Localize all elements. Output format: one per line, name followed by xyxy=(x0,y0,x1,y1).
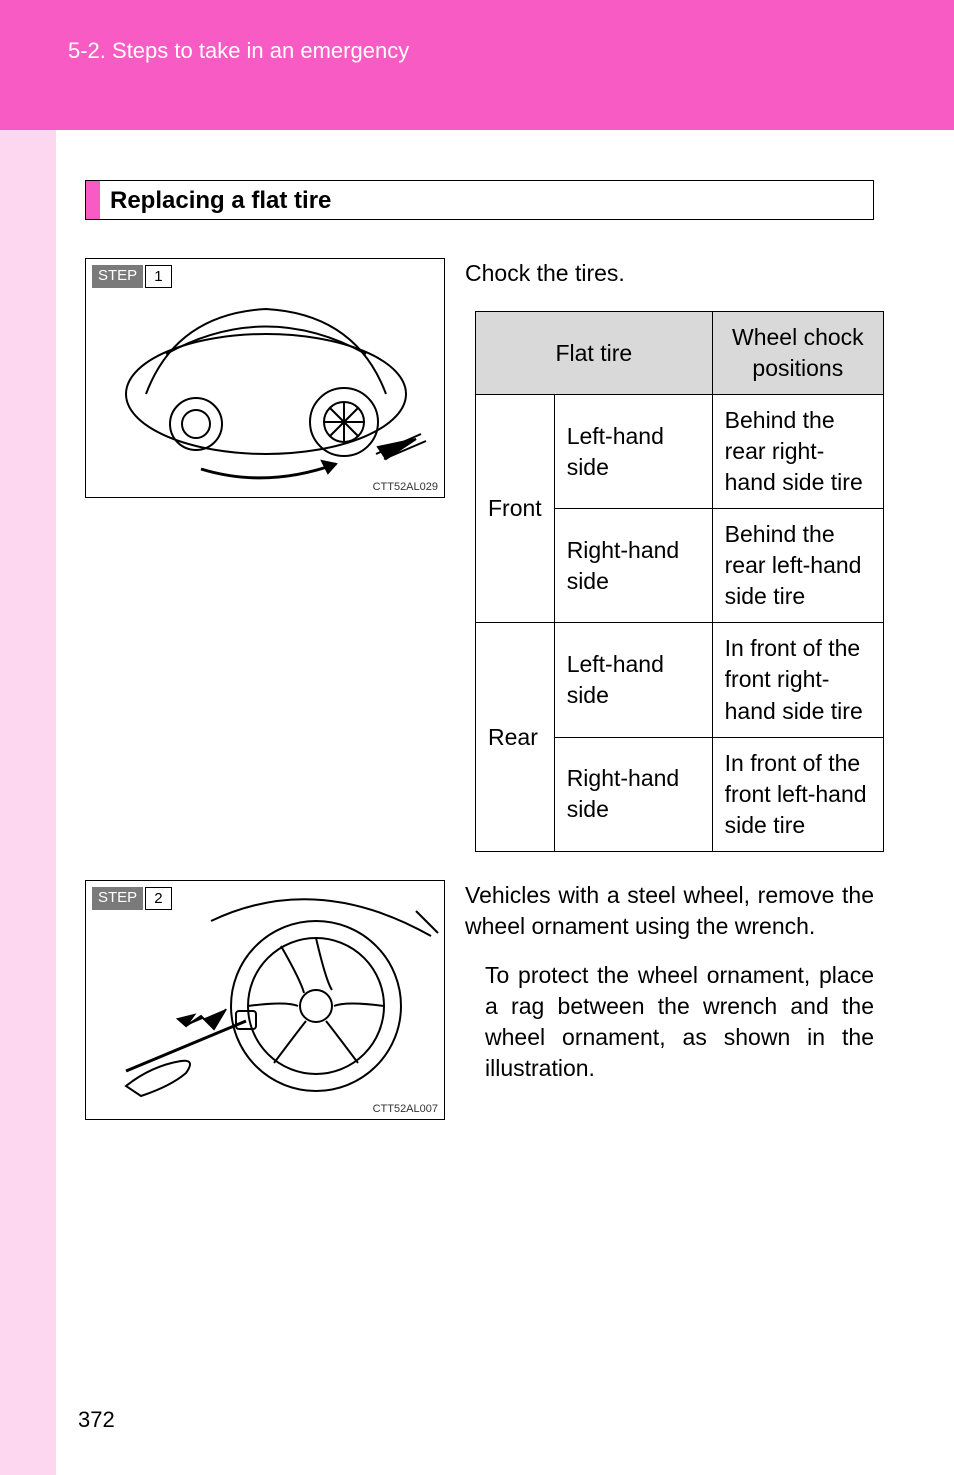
step2-row: STEP 2 xyxy=(85,880,874,1120)
cell-side: Left-hand side xyxy=(554,623,712,737)
step-label: STEP xyxy=(92,265,143,288)
step2-main-para: Vehicles with a steel wheel, remove the … xyxy=(465,880,874,942)
step2-figure: STEP 2 xyxy=(85,880,445,1120)
figure-code: CTT52AL007 xyxy=(373,1103,438,1115)
table-row: Front Left-hand side Behind the rear rig… xyxy=(476,395,884,509)
cell-side: Right-hand side xyxy=(554,737,712,851)
step-label: STEP xyxy=(92,887,143,910)
left-margin-strip xyxy=(0,0,56,1475)
step1-text: Chock the tires. Flat tire Wheel chock p… xyxy=(465,258,874,852)
section-heading: Replacing a flat tire xyxy=(85,180,874,220)
chapter-banner: 5-2. Steps to take in an emergency xyxy=(0,0,954,130)
step1-row: STEP 1 xyxy=(85,258,874,852)
chock-intro: Chock the tires. xyxy=(465,258,874,289)
step-tag: STEP 1 xyxy=(92,265,172,288)
page-number: 372 xyxy=(78,1407,115,1433)
section-title: Replacing a flat tire xyxy=(100,181,341,219)
th-flat-tire: Flat tire xyxy=(476,312,713,395)
cell-side: Right-hand side xyxy=(554,509,712,623)
step-tag: STEP 2 xyxy=(92,887,172,910)
wheel-ornament-illustration xyxy=(86,881,444,1119)
step2-text: Vehicles with a steel wheel, remove the … xyxy=(465,880,874,1084)
th-chock-pos: Wheel chock positions xyxy=(712,312,883,395)
table-row: Rear Left-hand side In front of the fron… xyxy=(476,623,884,737)
step-number: 1 xyxy=(145,265,171,288)
step-number: 2 xyxy=(145,887,171,910)
cell-pos: Behind the rear left-hand side tire xyxy=(712,509,883,623)
figure-frame: STEP 1 xyxy=(85,258,445,498)
cell-group-front: Front xyxy=(476,395,555,623)
cell-side: Left-hand side xyxy=(554,395,712,509)
page-content: Replacing a flat tire STEP 1 xyxy=(85,180,874,1415)
car-rear-illustration xyxy=(86,259,444,497)
cell-pos: In front of the front left-hand side tir… xyxy=(712,737,883,851)
table-head-row: Flat tire Wheel chock positions xyxy=(476,312,884,395)
chock-table: Flat tire Wheel chock positions Front Le… xyxy=(475,311,884,852)
figure-code: CTT52AL029 xyxy=(373,481,438,493)
cell-group-rear: Rear xyxy=(476,623,555,851)
step2-sub-para: To protect the wheel ornament, place a r… xyxy=(485,960,874,1084)
figure-frame: STEP 2 xyxy=(85,880,445,1120)
cell-pos: Behind the rear right-hand side tire xyxy=(712,395,883,509)
heading-accent xyxy=(86,181,100,219)
cell-pos: In front of the front right-hand side ti… xyxy=(712,623,883,737)
breadcrumb: 5-2. Steps to take in an emergency xyxy=(68,38,409,63)
step1-figure: STEP 1 xyxy=(85,258,445,498)
